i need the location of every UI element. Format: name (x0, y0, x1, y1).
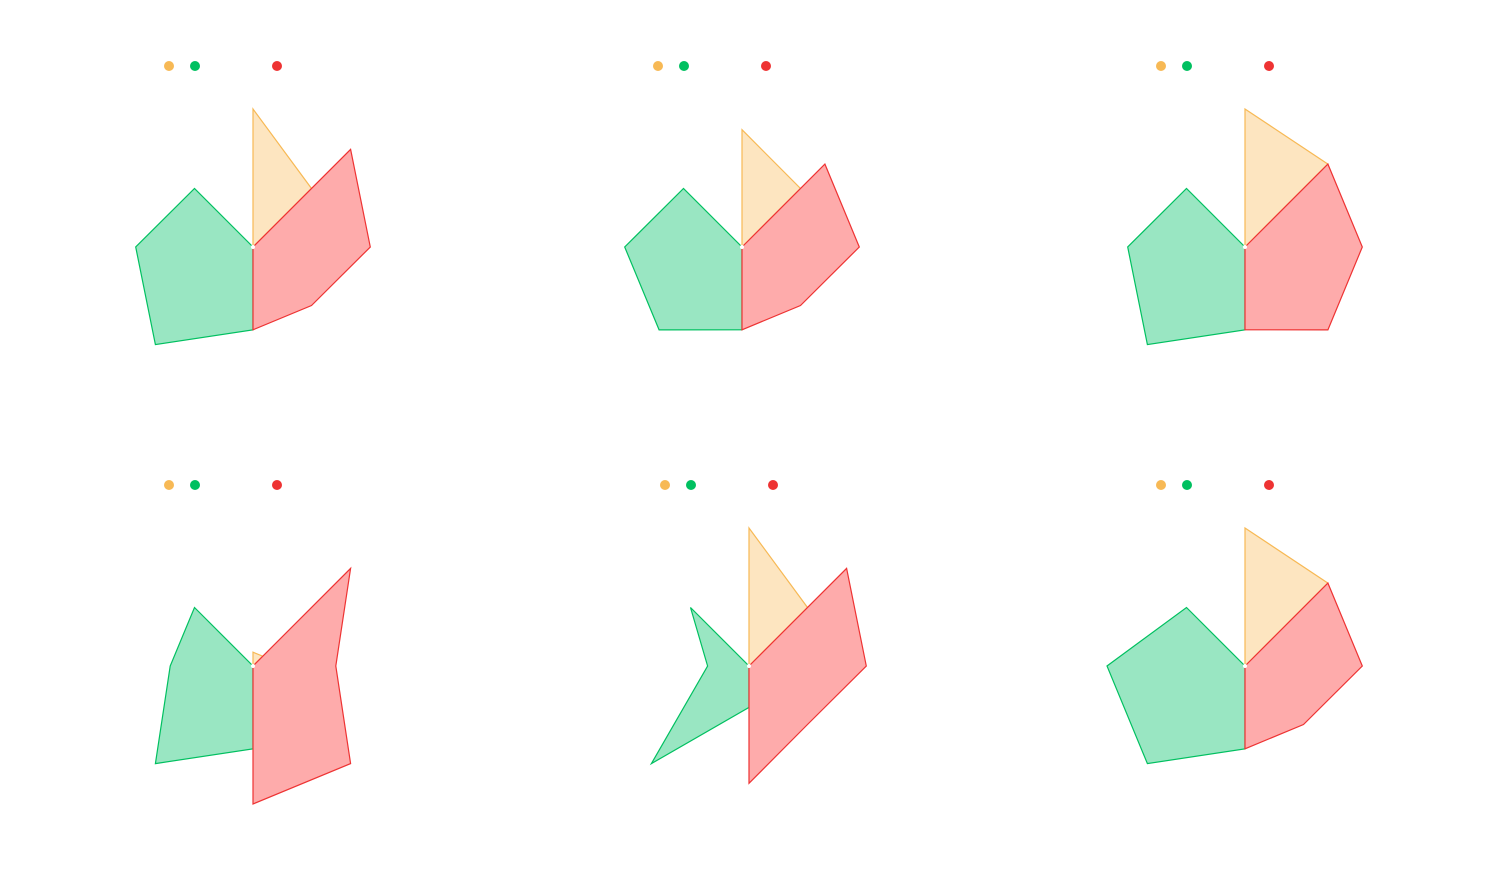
radar-panel-5 (649, 480, 867, 785)
legend-marker-orange (653, 61, 663, 71)
legend-marker-red (272, 480, 282, 490)
legend-marker-red (1264, 61, 1274, 71)
legend-marker-red (1264, 480, 1274, 490)
series-area-red (1244, 163, 1363, 331)
legend-marker-red (761, 61, 771, 71)
legend-marker-orange (164, 61, 174, 71)
series-area-green (154, 606, 254, 765)
legend-marker-green (190, 61, 200, 71)
legend-marker-green (1182, 61, 1192, 71)
series-area-red (1244, 582, 1364, 750)
radar-center-point (747, 664, 751, 668)
legend-marker-red (272, 61, 282, 71)
legend-marker-green (1182, 480, 1192, 490)
legend-marker-orange (1156, 480, 1166, 490)
legend-marker-green (686, 480, 696, 490)
series-area-green (649, 607, 750, 766)
series-area-green (135, 187, 254, 346)
legend-marker-green (679, 61, 689, 71)
series-area-green (623, 187, 743, 331)
legend-marker-red (768, 480, 778, 490)
radar-center-point (1243, 664, 1247, 668)
radar-panel-1 (135, 61, 371, 346)
series-area-red (748, 567, 867, 785)
series-area-red (741, 163, 861, 331)
radar-panel-6 (1106, 480, 1364, 765)
radar-center-point (740, 245, 744, 249)
series-area-green (1106, 606, 1246, 765)
radar-panel-2 (623, 61, 861, 331)
radar-panel-4 (154, 480, 352, 805)
radar-center-point (251, 664, 255, 668)
radar-center-point (1243, 245, 1247, 249)
radar-panel-3 (1127, 61, 1363, 346)
legend-marker-orange (1156, 61, 1166, 71)
radar-center-point (251, 245, 255, 249)
series-area-green (1127, 187, 1246, 346)
series-area-red (252, 566, 352, 805)
series-area-red (252, 148, 371, 331)
legend-marker-orange (660, 480, 670, 490)
legend-marker-green (190, 480, 200, 490)
legend-marker-orange (164, 480, 174, 490)
